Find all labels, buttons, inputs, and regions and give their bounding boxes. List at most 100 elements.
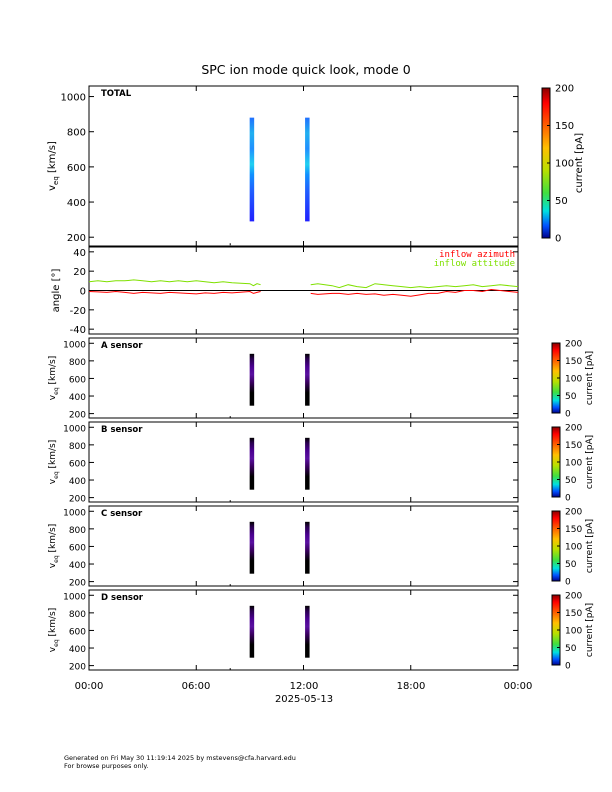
colorbar-tick-label-1: 50 bbox=[565, 392, 577, 402]
x-tick-label-4: 00:00 bbox=[504, 681, 533, 692]
y-axis-label: veq [km/s] bbox=[48, 524, 60, 568]
plot-frame bbox=[88, 505, 519, 587]
y-tick-label-0: 200 bbox=[69, 411, 86, 421]
plot-frame bbox=[88, 85, 519, 247]
panel-label: C sensor bbox=[101, 509, 143, 519]
footer-line-1: Generated on Fri May 30 11:19:14 2025 by… bbox=[64, 754, 296, 762]
series-line-1-1 bbox=[310, 283, 519, 289]
panel-label: TOTAL bbox=[101, 89, 132, 99]
colorbar-tick-label-1: 50 bbox=[565, 560, 577, 570]
y-tick-label-4: 1000 bbox=[63, 424, 86, 434]
y-tick-label-1: 400 bbox=[69, 561, 86, 571]
colorbar-tick-label-0: 0 bbox=[565, 494, 571, 504]
x-tick-label-1: 06:00 bbox=[182, 681, 211, 692]
data-speck bbox=[229, 668, 231, 671]
y-tick-label-2: 600 bbox=[69, 375, 86, 385]
y-tick-label-2: 600 bbox=[69, 459, 86, 469]
data-speck bbox=[229, 500, 231, 503]
y-tick-label-2: 600 bbox=[69, 543, 86, 553]
y-tick-label-3: 800 bbox=[69, 358, 86, 368]
colorbar-tick-label-0: 0 bbox=[565, 410, 571, 420]
y-tick-label-4: 1000 bbox=[63, 508, 86, 518]
colorbar-tick-label-2: 100 bbox=[565, 459, 582, 469]
y-tick-label-3: 20 bbox=[73, 267, 86, 278]
y-tick-label-4: 40 bbox=[73, 248, 86, 259]
data-speck bbox=[229, 243, 231, 246]
panel-b-sensor: 200 400 600 800 1000 B sensor veq [km/s] 0 50 100… bbox=[48, 421, 595, 505]
colorbar-tick-label-2: 100 bbox=[565, 375, 582, 385]
footer-note: Generated on Fri May 30 11:19:14 2025 by… bbox=[64, 754, 296, 770]
colorbar-tick-label-3: 150 bbox=[565, 525, 582, 535]
data-column-0 bbox=[249, 353, 255, 406]
panel-label: B sensor bbox=[101, 425, 143, 435]
x-tick-label-2: 12:00 bbox=[290, 681, 319, 692]
data-column-0 bbox=[249, 605, 255, 658]
y-tick-label-0: 200 bbox=[69, 663, 86, 673]
colorbar-tick-label-2: 100 bbox=[565, 543, 582, 553]
figure-title: SPC ion mode quick look, mode 0 bbox=[201, 62, 410, 77]
y-tick-label-4: 1000 bbox=[61, 93, 86, 104]
y-tick-label-2: 600 bbox=[69, 627, 86, 637]
colorbar-tick-label-1: 50 bbox=[565, 644, 577, 654]
colorbar-tick-label-2: 100 bbox=[565, 627, 582, 637]
colorbar-tick-label-0: 0 bbox=[565, 662, 571, 672]
y-tick-label-4: 1000 bbox=[63, 340, 86, 350]
series-line-0-0 bbox=[88, 290, 261, 295]
time-axis-labels: 00:00 06:00 12:00 18:00 00:00 2025-05-13 bbox=[75, 681, 533, 705]
legend-entry-1: inflow attitude bbox=[434, 259, 515, 269]
y-tick-label-1: 400 bbox=[69, 645, 86, 655]
x-tick-label-3: 18:00 bbox=[397, 681, 426, 692]
colorbar-tick-label-4: 200 bbox=[565, 340, 582, 350]
plot-frame bbox=[88, 589, 519, 671]
x-tick-label-0: 00:00 bbox=[75, 681, 104, 692]
y-tick-label-1: -20 bbox=[70, 306, 86, 317]
y-tick-label-1: 400 bbox=[69, 477, 86, 487]
series-line-0-1 bbox=[310, 288, 519, 297]
y-axis-label: veq [km/s] bbox=[47, 141, 60, 191]
colorbar-tick-label-1: 50 bbox=[565, 476, 577, 486]
plot-frame bbox=[88, 337, 519, 419]
y-tick-label-1: 400 bbox=[67, 198, 86, 209]
colorbar-label: current [pA] bbox=[585, 351, 595, 405]
legend-entry-0: inflow azimuth bbox=[439, 250, 515, 260]
data-column-0 bbox=[249, 521, 255, 574]
date-label: 2025-05-13 bbox=[275, 694, 333, 705]
y-axis-label: veq [km/s] bbox=[48, 608, 60, 652]
panel-angle: -40 -20 0 20 40 angle [°] inflow azimuthinflow… bbox=[51, 246, 519, 336]
plot-frame bbox=[88, 421, 519, 503]
data-speck bbox=[229, 416, 231, 419]
panel-label: D sensor bbox=[101, 593, 144, 603]
data-column-1 bbox=[305, 605, 310, 658]
colorbar-tick-label-4: 200 bbox=[565, 592, 582, 602]
y-tick-label-3: 800 bbox=[69, 442, 86, 452]
y-tick-label-0: 200 bbox=[67, 233, 86, 244]
footer-line-2: For browse purposes only. bbox=[64, 762, 149, 770]
y-tick-label-4: 1000 bbox=[63, 592, 86, 602]
colorbar-label: current [pA] bbox=[585, 435, 595, 489]
colorbar-tick-label-0: 0 bbox=[565, 578, 571, 588]
data-column-0 bbox=[249, 117, 255, 222]
y-tick-label-2: 600 bbox=[67, 163, 86, 174]
panel-c-sensor: 200 400 600 800 1000 C sensor veq [km/s] 0 50 100… bbox=[48, 505, 595, 589]
data-column-1 bbox=[305, 521, 310, 574]
panel-a-sensor: 200 400 600 800 1000 A sensor veq [km/s] 0 50 100… bbox=[48, 337, 595, 421]
data-column-0 bbox=[249, 437, 255, 490]
panel-label: A sensor bbox=[101, 341, 143, 351]
y-tick-label-3: 800 bbox=[67, 128, 86, 139]
colorbar-tick-label-4: 200 bbox=[565, 424, 582, 434]
colorbar-tick-label-3: 150 bbox=[555, 121, 574, 132]
data-column-1 bbox=[305, 437, 310, 490]
y-axis-label: veq [km/s] bbox=[48, 356, 60, 400]
y-axis-label: angle [°] bbox=[51, 269, 62, 313]
colorbar-label: current [pA] bbox=[585, 603, 595, 657]
colorbar-tick-label-4: 200 bbox=[555, 84, 574, 95]
data-column-1 bbox=[305, 353, 310, 406]
colorbar-tick-label-3: 150 bbox=[565, 357, 582, 367]
y-tick-label-3: 800 bbox=[69, 610, 86, 620]
colorbar-tick-label-3: 150 bbox=[565, 609, 582, 619]
panel-total: 200 400 600 800 1000 TOTAL veq [km/s] 0 50 100 150… bbox=[47, 84, 585, 247]
y-tick-label-0: 200 bbox=[69, 579, 86, 589]
series-line-1-0 bbox=[88, 279, 261, 287]
colorbar-tick-label-1: 50 bbox=[555, 196, 568, 207]
